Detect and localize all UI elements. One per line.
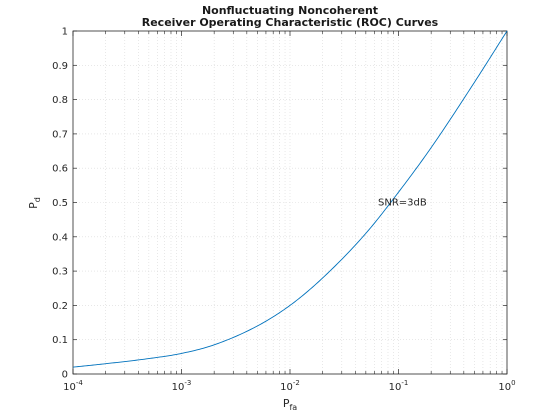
y-tick-label: 0.6 [52,164,68,175]
y-tick-label: 0 [62,370,68,381]
tick-labels: 0 0.1 0.2 0.3 0.4 0.5 0.6 0.7 0.8 0.9 1 10-4 10-3 10-… [52,27,516,394]
y-tick-label: 0.7 [52,129,68,140]
series-layer [72,30,508,368]
chart-title-line-1: Nonfluctuating Noncoherent [202,4,378,17]
grid-lines [73,31,507,374]
y-tick-label: 0.1 [52,335,68,346]
y-axis-label: Pd [27,197,42,209]
x-tick-label: 10-3 [172,379,192,393]
x-tick-label: 100 [498,379,515,393]
roc-curve-series-0 [72,30,508,368]
y-tick-label: 0.2 [52,301,68,312]
y-tick-label: 0.3 [52,267,68,278]
x-tick-label: 10-2 [280,379,300,393]
y-tick-label: 0.4 [52,232,68,243]
axis-ticks [72,30,508,375]
x-tick-label: 10-1 [389,379,409,393]
snr-annotation: SNR=3dB [378,198,427,209]
chart-title-line-2: Receiver Operating Characteristic (ROC) … [142,16,439,29]
x-axis-label: Pfa [283,397,297,412]
y-tick-label: 1 [62,27,68,38]
y-tick-label: 0.8 [52,95,68,106]
x-tick-label: 10-4 [63,379,83,393]
y-tick-label: 0.9 [52,61,68,72]
y-tick-label: 0.5 [52,198,68,209]
